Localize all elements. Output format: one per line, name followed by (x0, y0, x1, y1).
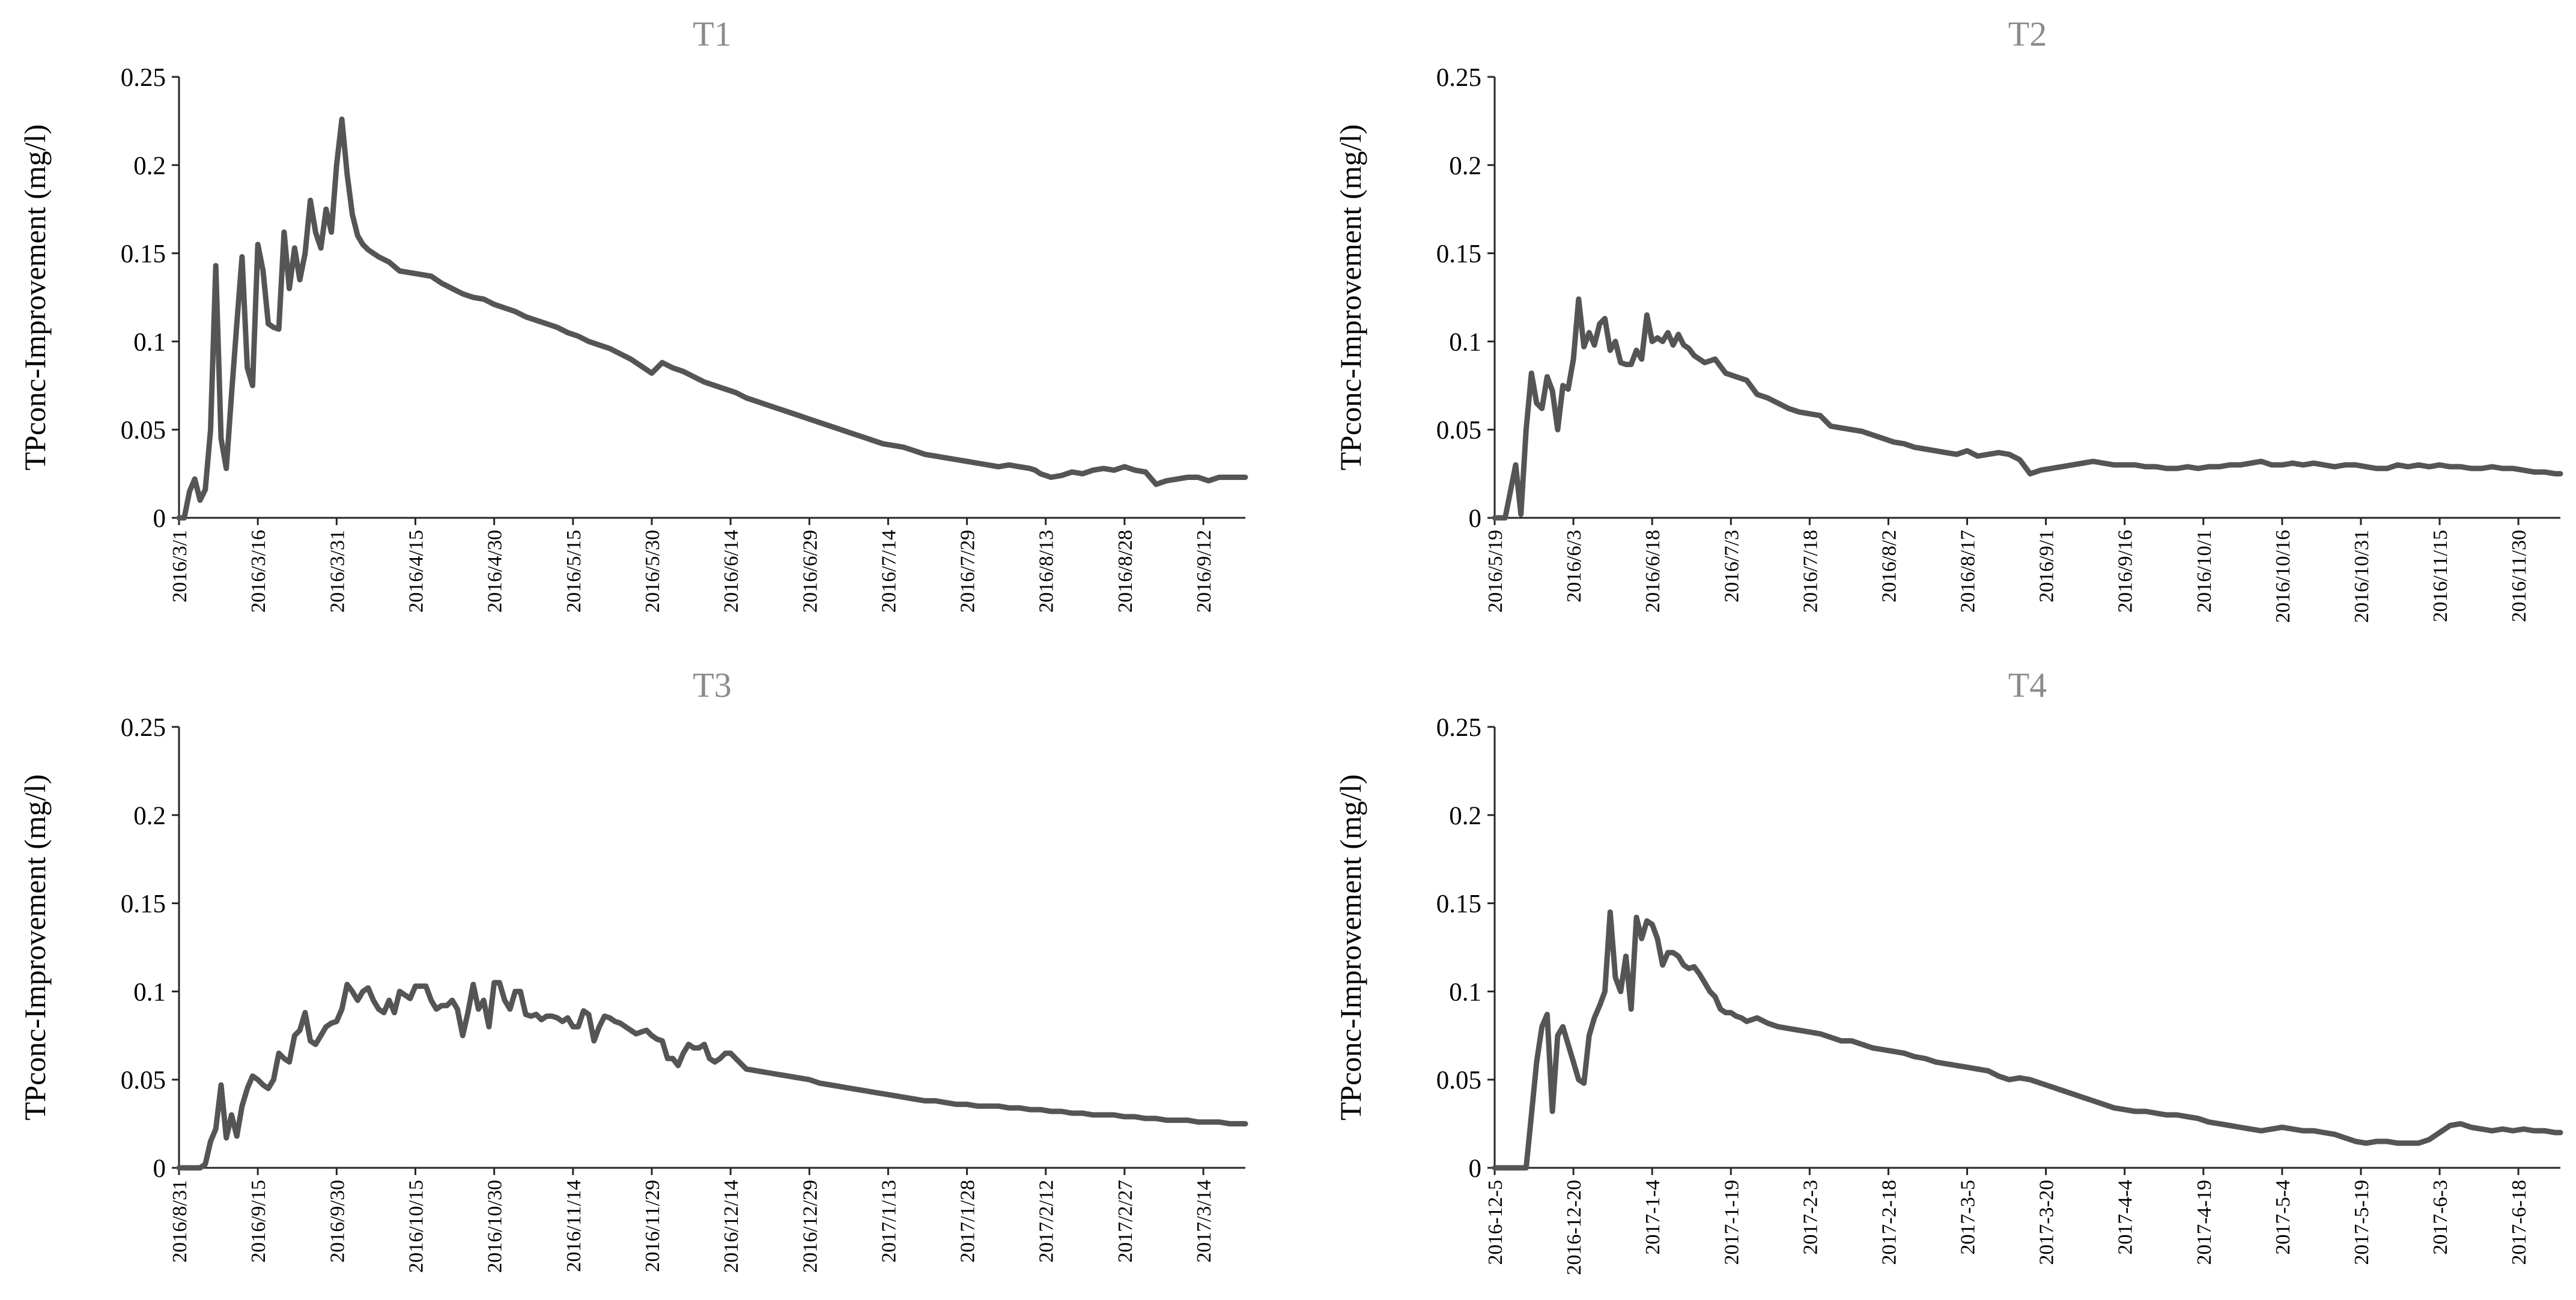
y-tick-label: 0 (153, 1155, 166, 1183)
x-tick-label: 2017-5-4 (2272, 1180, 2294, 1255)
x-tick-label: 2016/10/16 (2272, 530, 2294, 623)
y-tick-label: 0.1 (1449, 328, 1481, 356)
y-tick-label: 0.25 (121, 714, 166, 742)
panel-t4: T4 TPconc-Improvement (mg/l) 0 0.05 0.1 0.15 0… (1334, 666, 2563, 1275)
y-tick-label: 0.1 (1449, 978, 1481, 1006)
x-tick-label: 2016/9/15 (248, 1180, 270, 1263)
x-tick-label: 2017-1-19 (1721, 1180, 1743, 1265)
panel-t1: T1 TPconc-Improvement (mg/l) 0 0.05 0.1 0.15 0… (18, 14, 1248, 613)
y-tick-label: 0.25 (1436, 64, 1481, 92)
y-tick-label: 0.25 (121, 64, 166, 92)
series-line-t2 (1492, 296, 2563, 521)
x-tick-label: 2016/8/31 (169, 1180, 191, 1263)
x-tick-label: 2017/2/12 (1036, 1180, 1058, 1263)
x-tick-label: 2017-1-4 (1642, 1180, 1664, 1255)
y-tick-label: 0.15 (1436, 240, 1481, 269)
y-axis-label: TPconc-Improvement (mg/l) (1334, 124, 1367, 470)
x-tick-label: 2016/7/3 (1721, 530, 1743, 603)
y-axis-label: TPconc-Improvement (mg/l) (18, 774, 52, 1120)
y-tick-label: 0.2 (133, 152, 166, 180)
x-tick-label: 2016/7/29 (957, 530, 979, 613)
x-tick-label: 2016/10/31 (2351, 530, 2373, 623)
y-tick-label: 0.15 (121, 890, 166, 919)
y-tick-label: 0 (1469, 505, 1482, 533)
x-tick-label: 2016/8/28 (1114, 530, 1137, 613)
chart-title: T2 (2008, 14, 2047, 53)
x-tick-label: 2016/9/12 (1193, 530, 1215, 613)
x-tick-label: 2016/3/16 (248, 530, 270, 613)
x-tick-label: 2016/10/30 (484, 1180, 506, 1273)
series-line-t4 (1492, 909, 2563, 1171)
x-tick-label: 2016/10/1 (2193, 530, 2216, 613)
x-tick-label: 2017-4-4 (2115, 1180, 2137, 1255)
x-tick-label: 2016/8/2 (1878, 530, 1900, 603)
x-tick-label: 2017/1/28 (957, 1180, 979, 1263)
x-tick-label: 2016/6/29 (799, 530, 821, 613)
x-tick-label: 2016/9/30 (326, 1180, 348, 1263)
chart-title: T3 (693, 666, 731, 705)
panel-t2: T2 TPconc-Improvement (mg/l) 0 0.05 0.1 0.15 0… (1334, 14, 2563, 623)
x-tick-label: 2017-4-19 (2193, 1180, 2216, 1265)
x-tick-label: 2016/9/1 (2036, 530, 2058, 603)
x-tick-label: 2017-6-18 (2508, 1180, 2530, 1265)
x-tick-label: 2016/6/3 (1563, 530, 1585, 603)
x-tick-label: 2016/8/13 (1036, 530, 1058, 613)
y-tick-label: 0.1 (133, 978, 166, 1006)
x-tick-label: 2016/11/15 (2429, 530, 2452, 622)
y-tick-label: 0.05 (121, 416, 166, 445)
y-tick-label: 0.2 (1449, 802, 1481, 830)
x-tick-label: 2016/3/31 (326, 530, 348, 613)
x-tick-label: 2017/1/13 (878, 1180, 900, 1263)
x-tick-label: 2016/4/15 (405, 530, 427, 613)
x-tick-label: 2017/2/27 (1114, 1180, 1137, 1263)
panel-t3: T3 TPconc-Improvement (mg/l) 0 0.05 0.1 0.15 0… (18, 666, 1248, 1273)
x-tick-label: 2016/4/30 (484, 530, 506, 613)
x-tick-label: 2017-6-3 (2429, 1180, 2452, 1255)
x-tick-label: 2016/7/18 (1799, 530, 1821, 613)
y-tick-label: 0 (1469, 1155, 1482, 1183)
series-line-t3 (176, 980, 1248, 1171)
series-line-t1 (176, 117, 1248, 521)
y-axis-label: TPconc-Improvement (mg/l) (1334, 774, 1367, 1120)
x-tick-label: 2016/11/29 (642, 1180, 664, 1272)
x-tick-label: 2016/6/14 (720, 530, 743, 613)
y-tick-label: 0.2 (1449, 152, 1481, 180)
x-tick-label: 2016/8/17 (1957, 530, 1979, 613)
x-tick-label: 2016-12-20 (1563, 1180, 1585, 1275)
y-tick-label: 0.05 (1436, 416, 1481, 445)
y-tick-label: 0.2 (133, 802, 166, 830)
y-tick-label: 0.15 (1436, 890, 1481, 919)
y-tick-label: 0.05 (121, 1066, 166, 1095)
x-tick-label: 2017-3-5 (1957, 1180, 1979, 1255)
x-tick-label: 2017-3-20 (2036, 1180, 2058, 1265)
x-tick-label: 2017/3/14 (1193, 1180, 1215, 1263)
x-tick-label: 2017-5-19 (2351, 1180, 2373, 1265)
x-tick-label: 2016/10/15 (405, 1180, 427, 1273)
y-tick-label: 0.15 (121, 240, 166, 269)
x-tick-label: 2016/11/30 (2508, 530, 2530, 622)
y-axis-label: TPconc-Improvement (mg/l) (18, 124, 52, 470)
x-tick-label: 2016/5/15 (563, 530, 585, 613)
x-tick-label: 2016-12-5 (1484, 1180, 1507, 1265)
x-tick-label: 2016/5/30 (642, 530, 664, 613)
x-tick-label: 2017-2-3 (1799, 1180, 1821, 1255)
chart-title: T1 (693, 14, 731, 53)
x-tick-label: 2016/11/14 (563, 1180, 585, 1272)
x-tick-label: 2017-2-18 (1878, 1180, 1900, 1265)
y-tick-label: 0 (153, 505, 166, 533)
x-tick-label: 2016/3/1 (169, 530, 191, 603)
y-tick-label: 0.05 (1436, 1066, 1481, 1095)
y-tick-label: 0.1 (133, 328, 166, 356)
x-tick-label: 2016/5/19 (1484, 530, 1507, 613)
x-tick-label: 2016/7/14 (878, 530, 900, 613)
x-tick-label: 2016/12/29 (799, 1180, 821, 1273)
chart-title: T4 (2008, 666, 2047, 705)
y-tick-label: 0.25 (1436, 714, 1481, 742)
x-tick-label: 2016/6/18 (1642, 530, 1664, 613)
x-tick-label: 2016/9/16 (2115, 530, 2137, 613)
x-tick-label: 2016/12/14 (720, 1180, 743, 1273)
